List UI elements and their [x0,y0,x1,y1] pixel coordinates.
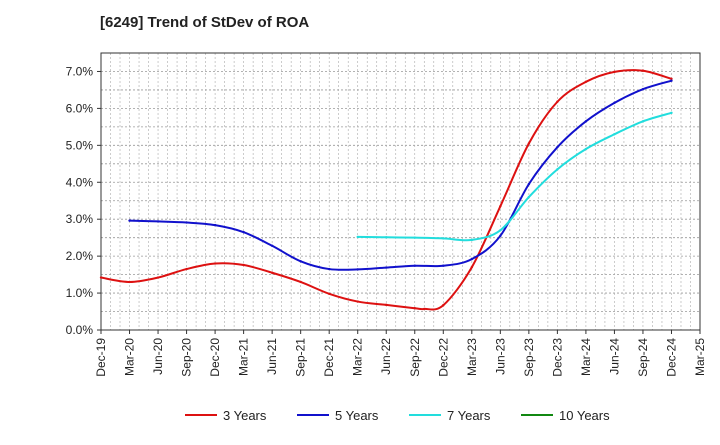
plot-frame [100,52,701,331]
data-point-7-years [470,238,474,242]
data-point-3-years [413,307,416,310]
data-point-7-years [442,237,445,240]
data-point-3-years [556,100,559,103]
data-point-5-years [327,267,331,271]
x-tick-label: Dec-24 [664,338,678,377]
x-tick-label: Dec-23 [550,338,564,377]
data-point-7-years [499,229,502,232]
x-tick-label: Jun-20 [151,338,165,375]
data-point-7-years [356,235,359,239]
data-point-7-years [670,111,673,115]
x-tick-label: Mar-21 [237,338,251,376]
data-point-5-years [185,221,188,224]
data-point-5-years [641,87,645,91]
data-point-5-years [356,268,359,271]
data-point-5-years [442,264,445,267]
axes: 0.0% 1.0% 2.0% 3.0% 4.0% 5.0% 6.0% 7.0% Dec-19 Ma… [66,52,707,377]
legend-label-5-years: 5 Years [335,408,379,423]
data-point-7-years [584,147,588,151]
y-tick-label: 1.0% [66,286,94,300]
data-point-7-years [613,133,616,136]
x-tick-label: Jun-22 [379,338,393,375]
y-tick-label: 4.0% [66,175,94,189]
data-point-5-years [213,223,217,227]
x-tick-label: Sep-22 [408,338,422,377]
data-point-3-years [385,303,388,307]
data-point-5-years [470,257,474,261]
x-tick-label: Mar-22 [351,338,365,376]
data-point-5-years [299,260,302,263]
data-point-3-years [670,77,673,81]
data-point-3-years [613,70,616,74]
data-point-5-years [499,234,502,238]
data-point-5-years [527,182,531,186]
y-tick-label: 7.0% [66,64,94,78]
data-point-5-years [242,230,245,234]
data-point-3-years [128,280,131,284]
legend-label-10-years: 10 Years [559,408,610,423]
x-tick-label: Mar-23 [465,338,479,376]
data-point-7-years [413,236,416,239]
x-tick-label: Dec-22 [436,338,450,377]
y-tick-label: 5.0% [66,138,94,152]
data-point-5-years [413,264,416,267]
data-point-5-years [270,244,274,247]
data-point-3-years [185,267,188,271]
grid-lines [101,52,700,330]
x-tick-label: Jun-24 [607,338,621,375]
series-line-3-years [100,69,672,311]
data-point-3-years [242,263,245,267]
data-point-7-years [527,195,531,199]
legend-label-7-years: 7 Years [447,408,491,423]
data-point-5-years [385,266,388,269]
data-point-3-years [470,266,474,269]
data-point-3-years [584,80,588,84]
data-point-5-years [156,220,160,223]
data-point-3-years [270,271,274,274]
x-tick-label: Dec-19 [94,338,108,377]
series-line-5-years [129,79,672,271]
data-point-5-years [556,145,559,149]
y-tick-label: 0.0% [66,323,94,337]
x-tick-label: Jun-21 [265,338,279,375]
data-point-7-years [556,168,559,171]
x-tick-label: Mar-24 [579,338,593,376]
data-point-3-years [156,276,160,279]
y-tick-label: 3.0% [66,212,94,226]
data-point-3-years [99,276,103,279]
series-line-7-years [357,111,672,242]
x-tick-label: Dec-20 [208,338,222,377]
data-point-3-years [327,292,331,296]
data-point-3-years [213,262,217,265]
y-tick-label: 6.0% [66,101,94,115]
x-tick-label: Dec-21 [322,338,336,377]
data-point-5-years [128,219,131,222]
x-tick-label: Mar-20 [123,338,137,376]
x-tick-label: Sep-23 [522,338,536,377]
data-point-3-years [423,307,426,311]
legend: 3 Years 5 Years 7 Years 10 Years [185,408,610,423]
chart-title: [6249] Trend of StDev of ROA [100,14,310,31]
data-point-3-years [442,304,445,307]
series-lines [99,69,673,311]
x-tick-label: Jun-23 [493,338,507,375]
data-point-5-years [613,101,616,105]
data-point-3-years [641,69,645,72]
data-point-5-years [584,120,588,123]
data-point-7-years [385,236,388,239]
x-tick-label: Mar-25 [693,338,707,376]
x-tick-label: Sep-20 [180,338,194,377]
data-point-3-years [499,205,502,208]
legend-label-3-years: 3 Years [223,408,267,423]
x-tick-label: Sep-24 [636,338,650,377]
data-point-7-years [641,120,645,123]
x-tick-label: Sep-21 [294,338,308,377]
data-point-3-years [527,142,531,145]
data-point-3-years [299,280,302,284]
data-point-3-years [356,300,359,303]
y-tick-label: 2.0% [66,249,94,263]
data-point-5-years [670,79,673,82]
